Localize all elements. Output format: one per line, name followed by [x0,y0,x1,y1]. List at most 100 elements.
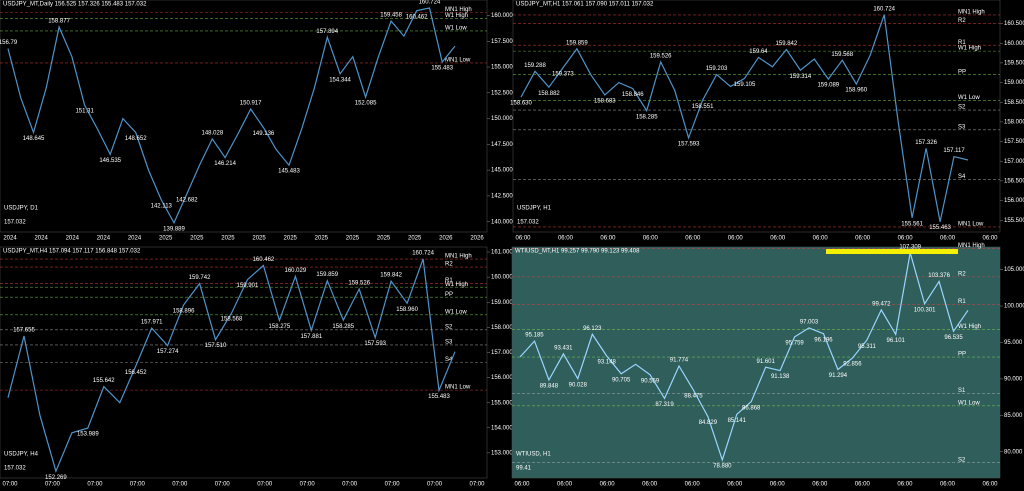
symbol-label: USDJPY, H4 [4,452,39,458]
price-annotation: 159.859 [566,40,588,46]
y-tick-label: 142.500 [491,193,513,199]
level-label: MN1 High [445,254,472,260]
price-line [7,258,456,474]
chart-panel: 105.000 100.000 95.000 90.000 85.000 80.000 06… [511,243,1024,488]
level-label: W1 Low [445,309,467,315]
price-annotation: 159.203 [706,66,728,72]
x-tick-label: 2025 [159,236,173,242]
level-label: S4 [958,174,966,180]
price-annotation: 100.301 [914,307,936,313]
x-tick-label: 06:00 [600,236,616,242]
price-annotation: 156.452 [125,370,147,376]
x-tick-label: 2025 [221,236,235,242]
chart-panel: 161.000 160.000 159.000 158.000 157.000 156.0… [0,246,513,488]
price-annotation: 92.856 [843,362,862,368]
price-annotation: 142.113 [151,203,173,209]
price-annotation: 159.842 [380,273,402,279]
x-tick-label: 06:00 [770,482,786,488]
current-price: 157.032 [517,220,539,226]
y-tick-label: 158.500 [1004,100,1024,106]
x-tick-label: 2025 [408,236,422,242]
price-annotation: 159.526 [650,53,672,59]
panel-header: WTIUSD_MT,H1 99.257 99.790 99.123 99.408 [515,249,640,255]
x-tick-label: 07:00 [215,482,231,488]
y-tick-label: 154.000 [491,425,513,431]
current-price: 99.41 [516,466,532,472]
price-annotation: 156.79 [0,40,18,46]
price-annotation: 84.829 [699,420,718,426]
price-annotation: 150.917 [240,101,262,107]
price-annotation: 155.483 [428,394,450,400]
level-label: MN1 Low [958,221,984,227]
price-annotation: 160.724 [412,251,434,257]
price-annotation: 152.085 [355,101,377,107]
symbol-label: USDJPY, H1 [517,206,552,212]
level-label: S3 [445,340,453,346]
chart-panel: 160.500 160.000 159.500 159.000 158.500 158.0… [510,0,1024,242]
x-tick-label: 2024 [3,236,17,242]
x-tick-label: 2024 [34,236,48,242]
x-tick-label: 07:00 [87,482,103,488]
price-annotation: 157.510 [205,343,227,349]
price-annotation: 146.214 [214,161,236,167]
y-tick-label: 155.000 [491,400,513,406]
x-tick-label: 06:00 [940,482,956,488]
level-label: PP [958,352,966,358]
x-tick-label: 06:00 [982,482,998,488]
x-tick-label: 2024 [128,236,142,242]
price-annotation: 157.326 [915,140,937,146]
price-annotation: 95.185 [525,333,544,339]
y-tick-label: 156.000 [491,375,513,381]
y-tick-label: 90.000 [1004,376,1023,382]
x-tick-label: 06:00 [514,482,530,488]
level-label: MN1 High [958,10,985,16]
x-tick-label: 06:00 [642,482,658,488]
y-tick-label: 145.000 [491,168,513,174]
panel-header: USDJPY_MT,Daily 156.525 157.326 155.483 … [3,2,147,8]
level-label: W1 High [958,324,981,330]
current-price: 157.032 [4,220,26,226]
price-annotation: 158.568 [221,317,243,323]
x-tick-label: 06:00 [685,482,701,488]
price-annotation: 157.971 [141,320,163,326]
price-annotation: 153.989 [77,432,99,438]
level-label: R2 [958,18,966,24]
x-tick-label: 06:00 [855,482,871,488]
level-label: S4 [445,357,453,363]
symbol-label: WTIUSD, H1 [516,452,551,458]
y-tick-label: 160.000 [491,275,513,281]
price-annotation: 159.314 [790,74,812,80]
x-tick-label: 2025 [315,236,329,242]
price-annotation: 159.64 [749,49,768,55]
price-annotation: 159.089 [817,83,839,89]
level-label: R1 [958,40,966,46]
price-annotation: 78.880 [713,464,732,470]
y-tick-label: 100.000 [1004,304,1024,310]
y-tick-label: 160.000 [1004,41,1024,47]
price-annotation: 87.319 [655,402,674,408]
level-label: S1 [958,388,966,394]
x-tick-label: 06:00 [940,236,956,242]
price-line [7,7,456,225]
price-annotation: 95.759 [785,341,804,347]
price-annotation: 96.196 [814,337,833,343]
x-tick-label: 07:00 [257,482,273,488]
x-tick-label: 06:00 [855,236,871,242]
price-annotation: 103.376 [928,273,950,279]
level-label: MN1 Low [445,57,471,63]
price-annotation: 95.311 [858,344,877,350]
x-tick-label: 07:00 [45,482,61,488]
panel-header: USDJPY_MT,H4 157.094 157.117 156.848 157… [3,249,141,255]
price-annotation: 159.568 [831,52,853,58]
price-annotation: 148.645 [23,136,45,142]
level-label: W1 Low [958,95,980,101]
level-label: W1 High [958,46,981,52]
x-tick-label: 07:00 [342,482,358,488]
x-tick-label: 06:00 [558,236,574,242]
y-tick-label: 156.000 [1004,198,1024,204]
y-tick-label: 95.000 [1004,340,1023,346]
y-tick-label: 85.000 [1004,413,1023,419]
y-tick-label: 159.500 [1004,60,1024,66]
price-line [520,14,969,222]
